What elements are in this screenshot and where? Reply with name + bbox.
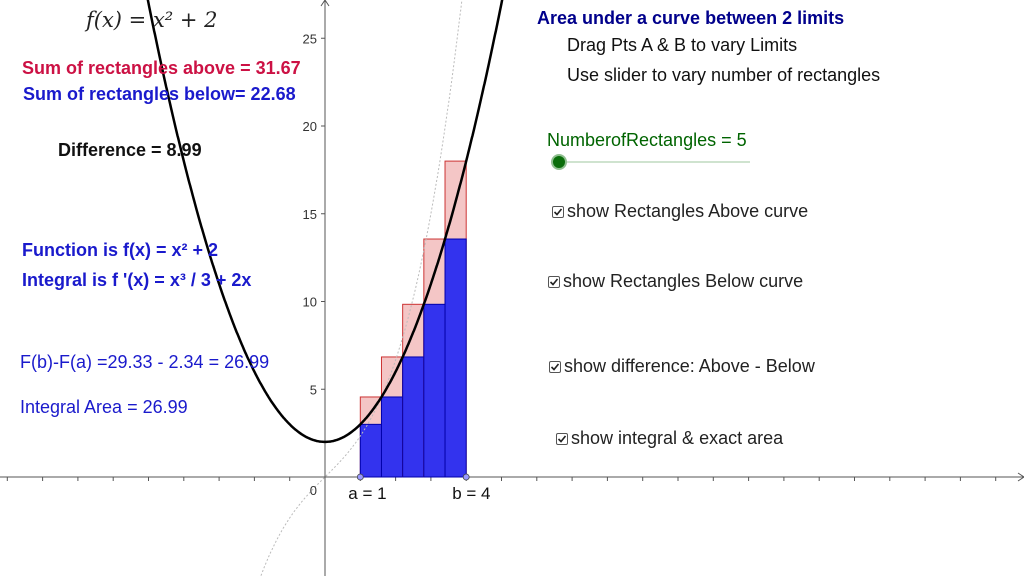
x-axis-arrow: [1017, 472, 1024, 482]
checkbox-label[interactable]: show integral & exact area: [571, 428, 784, 448]
rectangle-below: [380, 396, 404, 478]
rectangle-below: [402, 356, 425, 478]
point-b[interactable]: [462, 473, 470, 481]
fb-minus-fa-label: F(b)-F(a) =29.33 - 2.34 = 26.99: [20, 352, 270, 372]
checkbox-icon[interactable]: [549, 360, 561, 373]
point-b-label: b = 4: [452, 484, 490, 503]
checkbox-rectangles-above[interactable]: show Rectangles Above curve: [552, 201, 808, 222]
y-tick-label: 5: [310, 382, 317, 397]
instruction-slider: Use slider to vary number of rectangles: [567, 65, 881, 85]
rectangle-below: [423, 303, 446, 478]
function-formula-text: f(x) = x² + 2: [86, 8, 218, 32]
riemann-rectangles: [359, 160, 467, 478]
checkbox-rectangles-below[interactable]: show Rectangles Below curve: [548, 271, 803, 292]
axis-tick-labels: 5 10 15 20 25 0: [303, 31, 317, 498]
checkbox-integral[interactable]: show integral & exact area: [556, 428, 783, 449]
function-formula: f(x) = x² + 2: [86, 8, 218, 32]
sum-below-label: Sum of rectangles below= 22.68: [23, 84, 296, 104]
rectangle-below: [444, 238, 467, 478]
instruction-drag-points: Drag Pts A & B to vary Limits: [567, 35, 798, 55]
function-description: Function is f(x) = x² + 2: [22, 240, 219, 260]
point-a-label: a = 1: [348, 484, 386, 503]
integral-area-label: Integral Area = 26.99: [20, 397, 188, 417]
integral-description: Integral is f '(x) = x³ / 3 + 2x: [22, 270, 252, 290]
slider-label: NumberofRectangles = 5: [547, 130, 747, 150]
checkbox-icon[interactable]: [548, 275, 560, 288]
y-axis-arrow: [320, 0, 330, 7]
point-a[interactable]: [356, 473, 364, 481]
rectangle-below: [359, 423, 382, 478]
function-curve: [146, 0, 504, 444]
y-tick-label: 10: [303, 295, 317, 310]
checkbox-difference[interactable]: show difference: Above - Below: [549, 356, 815, 377]
checkbox-label[interactable]: show Rectangles Below curve: [563, 271, 804, 291]
checkbox-label[interactable]: show Rectangles Above curve: [567, 201, 809, 221]
antiderivative-curve: [260, 0, 463, 576]
origin-label: 0: [310, 483, 317, 498]
rectangles-slider-knob[interactable]: [551, 154, 567, 170]
function-curves: [146, 0, 504, 576]
difference-label: Difference = 8.99: [58, 140, 202, 160]
checkbox-label[interactable]: show difference: Above - Below: [564, 356, 815, 376]
rectangles-slider-track[interactable]: [558, 161, 750, 163]
y-tick-label: 15: [303, 207, 317, 222]
sum-above-label: Sum of rectangles above = 31.67: [22, 58, 301, 78]
y-tick-label: 20: [303, 119, 317, 134]
checkbox-icon[interactable]: [556, 432, 568, 445]
instructions-title: Area under a curve between 2 limits: [537, 8, 845, 28]
checkbox-icon[interactable]: [552, 205, 564, 218]
limit-points[interactable]: a = 1 b = 4: [348, 473, 490, 503]
y-tick-label: 25: [303, 31, 317, 46]
